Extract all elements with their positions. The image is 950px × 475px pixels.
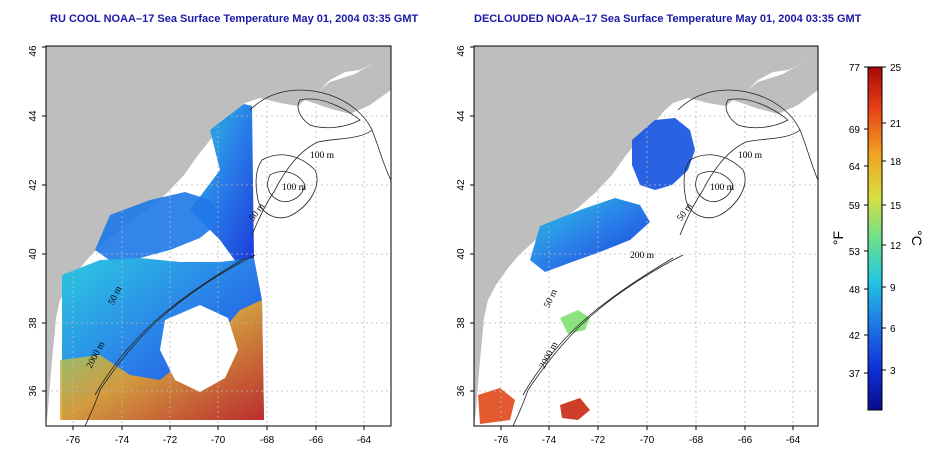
lat-axis: 36 38 40 42 44 46 xyxy=(28,45,46,397)
colorbar-celsius-ticks: 25 21 18 15 12 9 6 3 xyxy=(882,63,902,377)
colorbar: 77 69 64 59 53 48 42 37 25 21 18 15 12 9… xyxy=(830,63,925,411)
lat-tick-label: 46 xyxy=(28,45,39,57)
lon-tick-label: -76 xyxy=(66,435,81,446)
colorbar-fahrenheit-tick-label: 48 xyxy=(849,285,861,296)
lon-tick-label: -64 xyxy=(357,435,372,446)
bathymetry-contours xyxy=(84,89,391,426)
colorbar-fahrenheit-tick-label: 77 xyxy=(849,63,861,74)
lon-tick-label: -72 xyxy=(163,435,178,446)
lat-tick-label: 46 xyxy=(456,45,467,57)
sst-cool-patch xyxy=(632,118,695,190)
land-mass xyxy=(474,46,818,426)
colorbar-gradient xyxy=(867,66,883,411)
colorbar-celsius-tick-label: 3 xyxy=(890,366,896,377)
lon-tick-label: -64 xyxy=(786,435,801,446)
lon-tick-label: -70 xyxy=(211,435,226,446)
sst-warm-patch xyxy=(560,310,590,334)
lon-tick-label: -68 xyxy=(689,435,704,446)
lon-tick-label: -68 xyxy=(260,435,275,446)
colorbar-fahrenheit-tick-label: 69 xyxy=(849,125,861,136)
lat-tick-label: 40 xyxy=(28,248,39,260)
lon-tick-label: -76 xyxy=(494,435,509,446)
land-nova-scotia xyxy=(305,46,391,114)
colorbar-celsius-tick-label: 6 xyxy=(890,324,896,335)
sst-hot-patch xyxy=(478,388,515,424)
lat-lon-grid xyxy=(474,46,818,426)
colorbar-fahrenheit-label: °F xyxy=(830,231,846,245)
lon-tick-label: -74 xyxy=(542,435,557,446)
lat-tick-label: 38 xyxy=(456,317,467,329)
sst-hot-patch xyxy=(560,398,590,420)
lat-lon-grid xyxy=(46,46,391,426)
lat-tick-label: 42 xyxy=(456,179,467,191)
contour-label: 100 m xyxy=(282,183,307,193)
bathymetry-contours xyxy=(512,89,818,426)
map-panel-raw: RU COOL NOAA–17 Sea Surface Temperature … xyxy=(28,13,419,446)
sst-shelf-band xyxy=(530,198,650,272)
lat-tick-label: 44 xyxy=(456,110,467,122)
colorbar-celsius-tick-label: 18 xyxy=(890,157,902,168)
lon-tick-label: -74 xyxy=(115,435,130,446)
colorbar-celsius-tick-label: 25 xyxy=(890,63,902,74)
colorbar-celsius-label: °C xyxy=(909,230,925,246)
contour-label: 100 m xyxy=(310,151,335,161)
contour-label: 200 m xyxy=(630,251,655,261)
lon-axis: -76 -74 -72 -70 -68 -66 -64 xyxy=(494,426,801,446)
lon-tick-label: -66 xyxy=(309,435,324,446)
contour-label: 100 m xyxy=(710,183,735,193)
map-plot-area: 100 m 100 m 50 m 200 m 50 m 2000 m xyxy=(474,46,818,426)
colorbar-fahrenheit-tick-label: 37 xyxy=(849,369,861,380)
lon-axis: -76 -74 -72 -70 -68 -66 -64 xyxy=(66,426,372,446)
sst-warm-patch xyxy=(60,300,264,420)
lat-axis: 36 38 40 42 44 46 xyxy=(456,45,474,397)
colorbar-celsius-tick-label: 9 xyxy=(890,283,896,294)
lon-tick-label: -70 xyxy=(640,435,655,446)
map-title: RU COOL NOAA–17 Sea Surface Temperature … xyxy=(50,13,419,25)
map-panel-declouded: DECLOUDED NOAA–17 Sea Surface Temperatur… xyxy=(456,13,862,446)
sst-shelf-band xyxy=(95,192,222,262)
lat-tick-label: 36 xyxy=(456,385,467,397)
lat-tick-label: 38 xyxy=(28,317,39,329)
lat-tick-label: 36 xyxy=(28,385,39,397)
colorbar-fahrenheit-tick-label: 59 xyxy=(849,201,861,212)
contour-label: 100 m xyxy=(738,151,763,161)
colorbar-fahrenheit-tick-label: 64 xyxy=(849,162,861,173)
map-frame xyxy=(473,45,819,427)
colorbar-celsius-tick-label: 15 xyxy=(890,201,902,212)
land-mass xyxy=(46,46,391,426)
colorbar-fahrenheit-tick-label: 42 xyxy=(849,331,861,342)
colorbar-celsius-tick-label: 21 xyxy=(890,119,902,130)
lon-tick-label: -72 xyxy=(591,435,606,446)
lat-tick-label: 42 xyxy=(28,179,39,191)
map-plot-area: 100 m 100 m 50 m 50 m 2000 m xyxy=(46,46,391,426)
land-nova-scotia xyxy=(733,46,818,114)
colorbar-fahrenheit-tick-label: 53 xyxy=(849,247,861,258)
map-title: DECLOUDED NOAA–17 Sea Surface Temperatur… xyxy=(474,13,862,25)
colorbar-fahrenheit-ticks: 77 69 64 59 53 48 42 37 xyxy=(849,63,868,380)
colorbar-celsius-tick-label: 12 xyxy=(890,241,902,252)
lat-tick-label: 40 xyxy=(456,248,467,260)
cloud-gap xyxy=(160,305,238,392)
lon-tick-label: -66 xyxy=(738,435,753,446)
lat-tick-label: 44 xyxy=(28,110,39,122)
